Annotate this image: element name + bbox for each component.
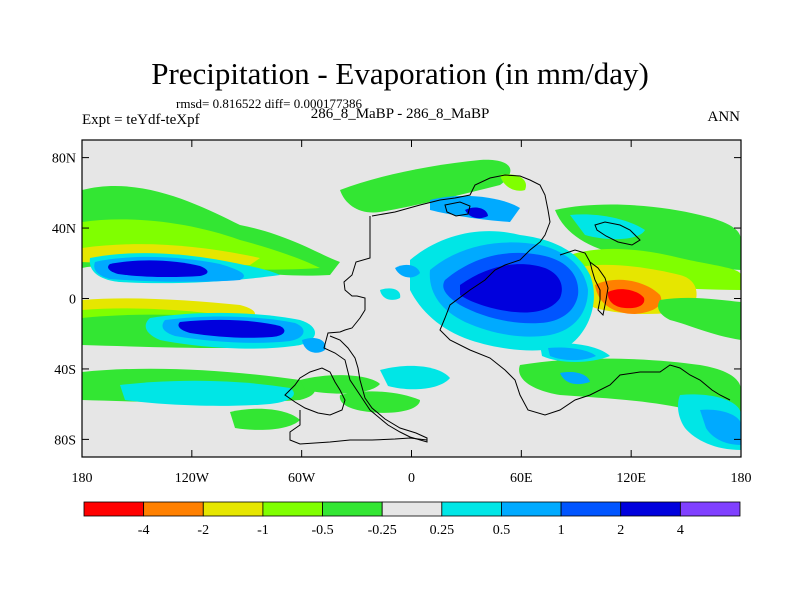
y-tick-label: 80S (54, 433, 76, 448)
colorbar-swatch (83, 501, 145, 517)
y-tick-label: 40S (54, 363, 76, 378)
contour-green-eband (658, 297, 741, 340)
contour-lightgreen-ne (500, 174, 526, 191)
y-axis: 80N 40N 0 40S 80S (52, 152, 741, 448)
contour-blue-sm3 (548, 347, 596, 361)
colorbar-swatch (501, 501, 562, 517)
contour-blue-se (700, 409, 741, 445)
x-tick-label: 0 (408, 471, 415, 486)
colorbar-swatch (679, 501, 741, 517)
x-tick-label: 120W (175, 471, 210, 486)
x-tick-label: 60W (288, 471, 316, 486)
colorbar-swatch (620, 501, 681, 517)
chart-title: Precipitation - Evaporation (in mm/day) (151, 56, 649, 91)
case-label: 286_8_MaBP - 286_8_MaBP (310, 106, 490, 122)
contour-cyan-s3 (380, 365, 450, 390)
y-tick-label: 0 (69, 293, 76, 308)
y-tick-label: 80N (52, 152, 76, 167)
colorbar-swatch (441, 501, 502, 517)
stats-text: rmsd= 0.816522 diff= 0.000177386 (176, 96, 362, 111)
contour-blue-sm2 (302, 338, 326, 353)
x-tick-label: 180 (731, 471, 752, 486)
contour-darkblue-sw (178, 319, 285, 338)
colorbar-swatch (560, 501, 622, 517)
colorbar: -4 -2 -1 -0.5 -0.25 0.25 0.5 1 2 4 (83, 501, 741, 538)
contour-blue-sm4 (560, 372, 590, 385)
x-axis: 180 120W 60W 0 60E 120E 180 (72, 140, 752, 486)
colorbar-label: -2 (197, 523, 209, 538)
continent-outline-pillar (289, 410, 428, 445)
continent-outline-north (371, 174, 731, 416)
contour-green-s3 (339, 391, 420, 413)
colorbar-label: 2 (617, 523, 624, 538)
contour-navy-sm (465, 207, 488, 219)
contour-blue-sm1 (395, 264, 420, 278)
colorbar-swatch (143, 501, 204, 517)
continent-outline-south (284, 367, 346, 416)
colorbar-label: 1 (558, 523, 565, 538)
x-tick-label: 60E (510, 471, 533, 486)
colorbar-label: 4 (677, 523, 684, 538)
plot-area (82, 140, 741, 457)
colorbar-swatch (381, 501, 443, 517)
colorbar-label: 0.25 (430, 523, 455, 538)
x-tick-label: 180 (72, 471, 93, 486)
contour-darkblue-nw (108, 260, 208, 278)
colorbar-swatch (262, 501, 323, 517)
colorbar-label: 0.5 (493, 523, 511, 538)
contour-cyan-sm1 (380, 288, 401, 300)
continent-outline-island2 (444, 201, 471, 217)
contour-fills (82, 159, 741, 450)
colorbar-label: -4 (138, 523, 150, 538)
contour-cyan-n2 (570, 214, 645, 240)
colorbar-label: -0.5 (311, 523, 333, 538)
contour-green-ne (340, 159, 511, 213)
experiment-label: Expt = teYdf-teXpf (82, 112, 200, 128)
contour-green-s2 (230, 408, 300, 430)
contour-navy-c (460, 264, 562, 313)
y-tick-label: 40N (52, 222, 76, 237)
season-label: ANN (707, 109, 741, 125)
contour-red-e (607, 289, 645, 309)
colorbar-swatch (202, 501, 264, 517)
x-tick-label: 120E (616, 471, 646, 486)
continent-outline-island (594, 221, 641, 246)
colorbar-label: -1 (257, 523, 269, 538)
contour-cyan-s (120, 380, 294, 406)
colorbar-swatch (322, 501, 383, 517)
continent-outline-west (323, 216, 428, 443)
continent-outline-east (559, 249, 609, 317)
continent-outlines (284, 174, 731, 445)
colorbar-label: -0.25 (368, 523, 397, 538)
